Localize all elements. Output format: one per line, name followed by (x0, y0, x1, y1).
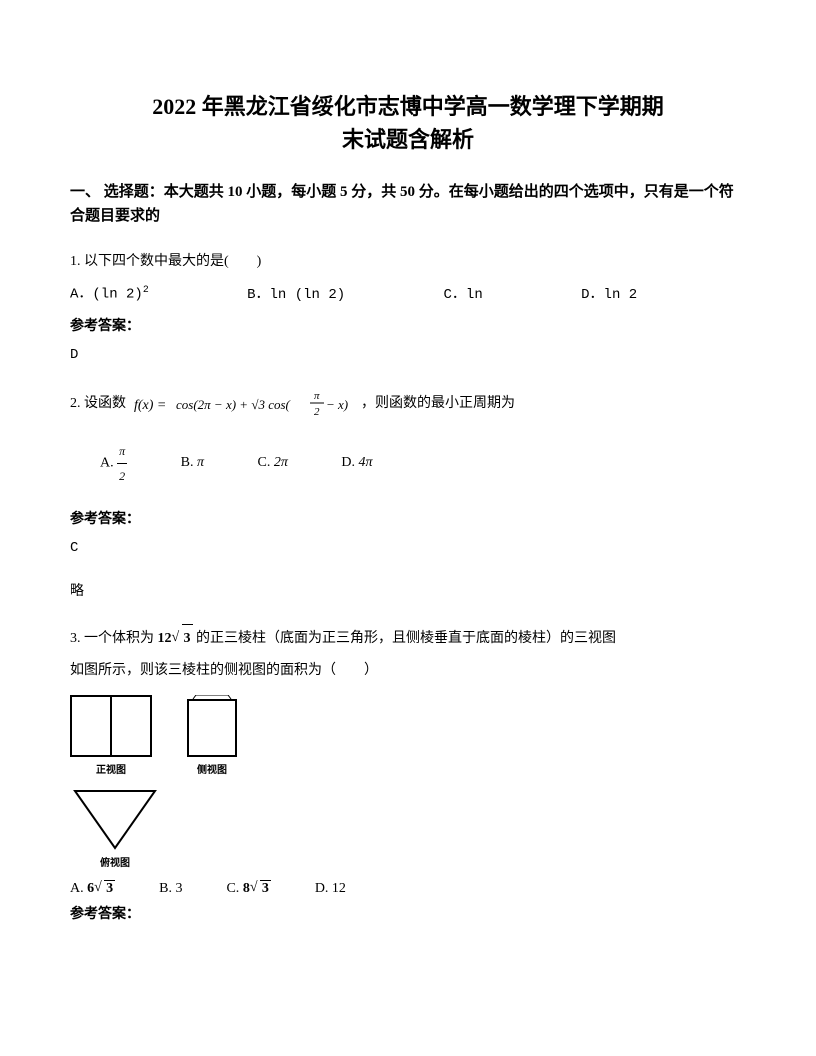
top-view-svg (70, 786, 160, 850)
q2-formula: f(x) = cos(2π − x) + √3 cos( π 2 − x) (134, 387, 354, 421)
q3-opt-c: C. 83 (226, 880, 270, 897)
front-view: 正视图 (70, 695, 152, 776)
q3-prefix: 3. 一个体积为 (70, 631, 154, 646)
side-view-svg: 2√3 (182, 695, 242, 757)
q2-opt-d: D. 4π (341, 449, 372, 477)
front-view-svg (70, 695, 152, 757)
page-title: 2022 年黑龙江省绥化市志博中学高一数学理下学期期 末试题含解析 (70, 90, 746, 156)
question-1: 1. 以下四个数中最大的是( ) (70, 248, 746, 276)
svg-text:cos(2π − x) + √3 cos(: cos(2π − x) + √3 cos( (176, 397, 291, 412)
q3-answer-label: 参考答案： (70, 903, 746, 923)
q1-opt-c: C．ln (444, 281, 483, 309)
q1-opt-a: A．(ln 2)2 (70, 280, 149, 309)
side-view-label: 侧视图 (182, 761, 242, 776)
question-2: 2. 设函数 f(x) = cos(2π − x) + √3 cos( π 2 … (70, 387, 746, 421)
section-header: 一、 选择题：本大题共 10 小题，每小题 5 分，共 50 分。在每小题给出的… (70, 180, 746, 228)
q2-brief: 略 (70, 580, 746, 600)
q2-answer: C (70, 540, 746, 556)
title-line-1: 2022 年黑龙江省绥化市志博中学高一数学理下学期期 (152, 94, 664, 119)
q1-opt-b: B．ln (ln 2) (247, 281, 345, 309)
top-view-label: 俯视图 (70, 854, 160, 869)
q2-answer-label: 参考答案： (70, 508, 746, 528)
q1-text: 1. 以下四个数中最大的是( ) (70, 254, 261, 269)
q3-mid: 的正三棱柱（底面为正三角形，且侧棱垂直于底面的棱柱）的三视图 (196, 631, 616, 646)
q2-opt-b: B. π (181, 449, 204, 477)
q1-opt-d: D．ln 2 (581, 281, 637, 309)
front-view-label: 正视图 (70, 761, 152, 776)
q2-options: A. π 2 B. π C. 2π D. 4π (100, 439, 746, 488)
q1-options: A．(ln 2)2 B．ln (ln 2) C．ln D．ln 2 (70, 280, 746, 309)
top-view: 俯视图 (70, 786, 160, 869)
q2-suffix: ，则函数的最小正周期为 (361, 396, 515, 411)
title-line-2: 末试题含解析 (342, 127, 474, 152)
q1-answer-label: 参考答案： (70, 315, 746, 335)
svg-text:π: π (314, 390, 320, 402)
q3-opt-d: D. 12 (315, 881, 346, 897)
svg-text:f(x) =: f(x) = (134, 398, 166, 413)
q3-opt-a: A. 63 (70, 880, 115, 897)
question-3: 3. 一个体积为 123 的正三棱柱（底面为正三角形，且侧棱垂直于底面的棱柱）的… (70, 624, 746, 653)
q3-volume: 123 (158, 631, 197, 646)
q1-answer: D (70, 347, 746, 363)
q2-prefix: 2. 设函数 (70, 396, 126, 411)
q3-line2: 如图所示，则该三棱柱的侧视图的面积为（ ） (70, 657, 746, 685)
side-view: 2√3 侧视图 (182, 695, 242, 776)
q2-opt-c: C. 2π (258, 449, 288, 477)
q3-options: A. 63 B. 3 C. 83 D. 12 (70, 879, 746, 897)
q2-opt-a-frac: π 2 (117, 439, 127, 488)
svg-text:− x): − x) (326, 397, 348, 412)
q2-opt-a: A. π 2 (100, 439, 127, 488)
q3-figures: 正视图 2√3 侧视图 (70, 695, 746, 776)
svg-text:2: 2 (314, 406, 320, 418)
q3-opt-b: B. 3 (159, 881, 182, 897)
